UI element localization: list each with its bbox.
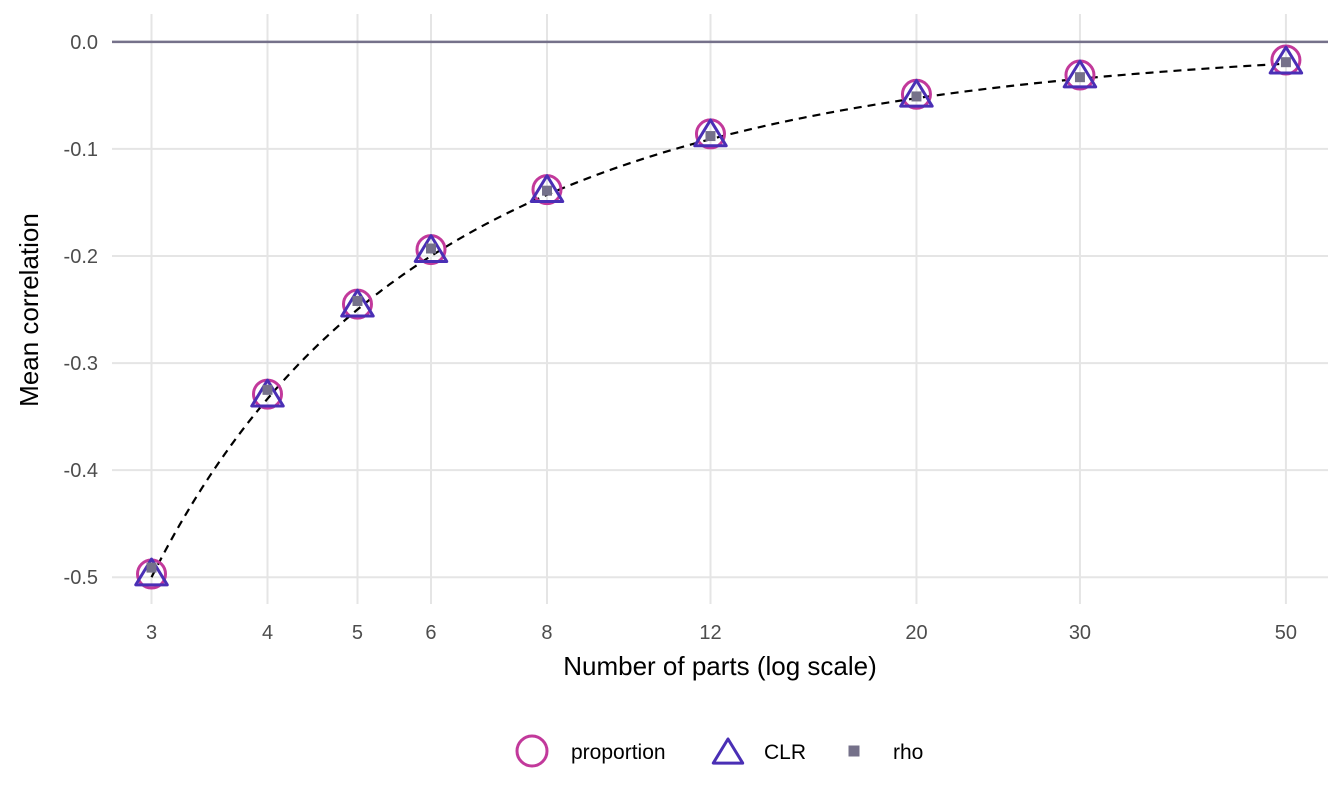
x-gridlines (150, 14, 1287, 604)
proportion-legend-marker (515, 734, 549, 768)
x-tick-label: 50 (1275, 622, 1297, 644)
legend-item-rho: rho (848, 741, 923, 764)
clr-point (340, 288, 375, 318)
x-tick-label: 12 (699, 622, 721, 644)
y-axis-title: Mean correlation (14, 213, 44, 407)
rho-legend-marker (848, 745, 860, 757)
x-tick-label: 4 (262, 622, 273, 644)
x-tick-label: 20 (905, 622, 927, 644)
y-tick-label: -0.4 (64, 460, 98, 482)
clr-point (1062, 59, 1098, 89)
y-tick-label: -0.5 (64, 567, 98, 589)
rho-point (1074, 72, 1085, 83)
rho-point (1280, 57, 1291, 68)
clr-point (250, 378, 285, 408)
x-tick-labels: 3 4 5 6 8 12 20 30 50 (146, 622, 1297, 644)
rho-point (352, 295, 363, 306)
series-clr (134, 45, 1304, 587)
x-tick-label: 5 (352, 622, 363, 644)
series-proportion (136, 44, 1302, 590)
legend: proportion CLR rho (515, 734, 923, 768)
legend-label: CLR (764, 741, 806, 764)
rho-point (911, 91, 922, 102)
clr-point (899, 78, 934, 108)
clr-point (529, 174, 565, 203)
rho-point (146, 562, 157, 573)
rho-point (262, 384, 273, 395)
y-tick-label: 0.0 (70, 32, 98, 54)
clr-point (413, 234, 449, 263)
y-tick-label: -0.2 (64, 246, 98, 268)
data-points (134, 44, 1304, 590)
legend-label: proportion (571, 741, 666, 764)
x-tick-label: 30 (1069, 622, 1091, 644)
legend-item-clr: CLR (711, 737, 806, 765)
x-tick-label: 8 (541, 622, 552, 644)
rho-point (705, 131, 716, 142)
dashed-fit-line (150, 62, 1286, 578)
clr-point (693, 118, 728, 148)
legend-item-proportion: proportion (515, 734, 666, 768)
rho-point (425, 243, 436, 254)
clr-legend-marker (711, 737, 745, 765)
x-tick-label: 3 (146, 622, 157, 644)
series-rho (146, 57, 1291, 573)
clr-point (134, 557, 169, 587)
x-tick-label: 6 (425, 622, 436, 644)
y-tick-label: -0.1 (64, 139, 98, 161)
rho-point (541, 185, 552, 196)
y-tick-labels: 0.0 -0.1 -0.2 -0.3 -0.4 -0.5 (64, 32, 98, 589)
x-axis-title: Number of parts (log scale) (563, 651, 877, 681)
y-tick-label: -0.3 (64, 353, 98, 375)
legend-label: rho (893, 741, 923, 764)
clr-point (1268, 45, 1304, 75)
